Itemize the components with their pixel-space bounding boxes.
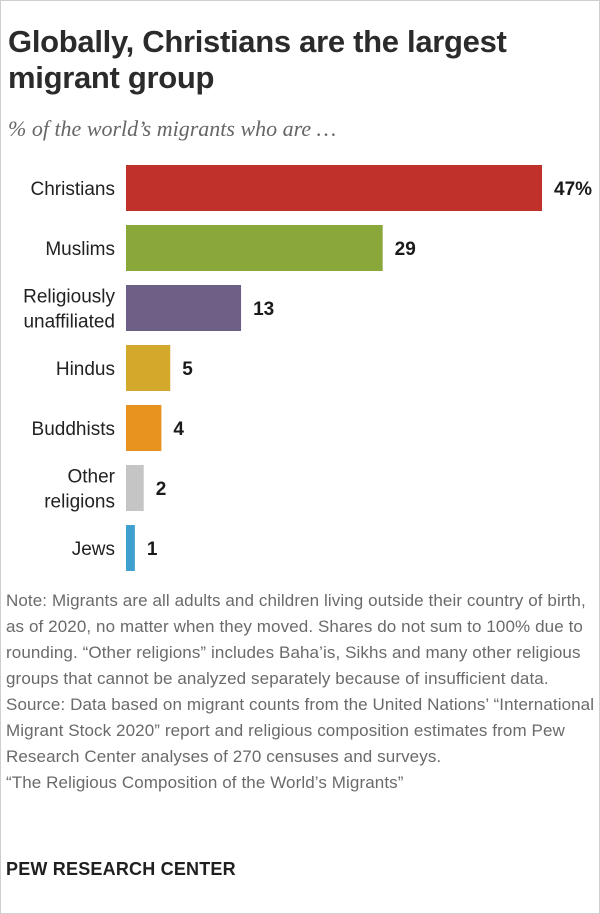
note-text: Note: Migrants are all adults and childr… bbox=[6, 591, 586, 688]
category-label: Other religions bbox=[44, 467, 115, 513]
category-label: Hindus bbox=[56, 359, 115, 380]
bar-hindus bbox=[126, 345, 171, 391]
chart-title: Globally, Christians are the largest mig… bbox=[8, 24, 507, 95]
value-label: 1 bbox=[147, 539, 158, 560]
category-label: Religiously unaffiliated bbox=[23, 287, 115, 333]
source-text: Source: Data based on migrant counts fro… bbox=[6, 695, 595, 766]
bar-chart: Christians 47% Muslims 29 Religiously unaffil… bbox=[23, 165, 592, 571]
bar-jews bbox=[126, 525, 135, 571]
category-label: Buddhists bbox=[32, 419, 115, 440]
value-label: 4 bbox=[173, 419, 184, 440]
value-label: 2 bbox=[156, 479, 167, 500]
brand-logo-text: PEW RESEARCH CENTER bbox=[6, 859, 236, 879]
bar-muslims bbox=[126, 225, 383, 271]
bar-other-religions bbox=[126, 465, 144, 511]
value-label: 29 bbox=[395, 239, 416, 260]
bar-buddhists bbox=[126, 405, 162, 451]
value-label: 47% bbox=[554, 179, 592, 200]
report-title: “The Religious Composition of the World’… bbox=[6, 773, 404, 792]
category-label: Jews bbox=[72, 539, 115, 560]
chart-notes: Note: Migrants are all adults and childr… bbox=[6, 588, 596, 796]
bar-christians bbox=[126, 165, 542, 211]
value-label: 5 bbox=[182, 359, 193, 380]
category-label: Muslims bbox=[45, 239, 115, 260]
bar-religiously-unaffiliated bbox=[126, 285, 242, 331]
chart-subtitle: % of the world’s migrants who are … bbox=[8, 116, 337, 141]
value-label: 13 bbox=[253, 299, 274, 320]
category-label: Christians bbox=[31, 179, 115, 200]
